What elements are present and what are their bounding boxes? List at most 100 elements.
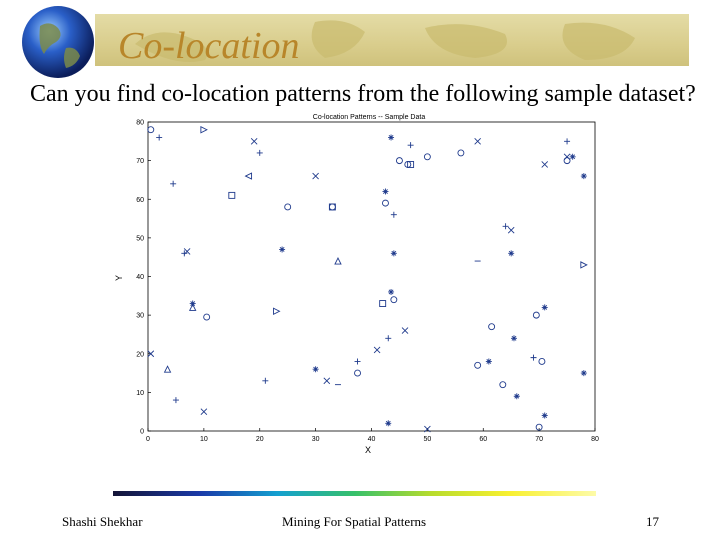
point-plus: [172, 397, 179, 404]
point-star: [385, 420, 392, 427]
point-cross: [200, 408, 208, 416]
point-circle: [395, 157, 403, 165]
x-tick-label: 70: [535, 436, 543, 443]
point-star: [580, 370, 587, 377]
x-tick-label: 0: [146, 436, 150, 443]
point-square: [228, 191, 236, 199]
point-plus: [170, 180, 177, 187]
x-tick-label: 50: [423, 436, 431, 443]
point-triangle-right: [200, 125, 208, 134]
world-map-strip: [95, 14, 689, 66]
point-cross: [563, 153, 571, 161]
point-circle: [563, 157, 571, 165]
point-cross: [424, 425, 431, 433]
point-star: [390, 250, 397, 257]
point-triangle-left: [244, 172, 253, 180]
y-tick-label: 60: [136, 197, 144, 204]
point-cross: [373, 346, 381, 354]
point-plus: [354, 358, 361, 365]
x-tick-label: 80: [591, 436, 599, 443]
point-triangle-up: [163, 365, 172, 373]
point-circle: [499, 381, 507, 389]
point-cross: [250, 137, 258, 145]
point-cross: [401, 327, 409, 334]
x-axis-label: X: [365, 445, 371, 455]
chart-title: Co-location Patterns -- Sample Data: [313, 114, 426, 121]
point-star: [388, 288, 395, 295]
point-circle: [147, 126, 155, 134]
globe-icon: [22, 6, 94, 78]
y-tick-label: 20: [136, 351, 144, 358]
y-axis-label: Y: [114, 275, 124, 281]
point-star: [513, 393, 520, 400]
point-circle: [535, 423, 543, 431]
point-triangle-up: [188, 303, 197, 311]
point-plus: [385, 335, 392, 342]
point-circle: [457, 149, 465, 157]
chart-axes: [147, 121, 596, 432]
point-star: [510, 335, 517, 342]
point-plus: [502, 223, 509, 230]
x-tick-label: 10: [200, 436, 208, 443]
point-cross: [323, 377, 331, 385]
footer-course-title: Mining For Spatial Patterns: [282, 514, 427, 529]
point-plus: [564, 138, 571, 145]
point-circle: [538, 358, 546, 365]
point-circle: [328, 203, 336, 211]
point-star: [279, 246, 286, 253]
point-square: [328, 203, 336, 211]
x-tick-label: 60: [479, 436, 487, 443]
plot-frame: [147, 121, 596, 432]
point-plus: [181, 250, 188, 257]
point-star: [541, 412, 548, 419]
map-texture: [135, 20, 635, 62]
point-plus: [262, 377, 269, 384]
point-circle: [423, 153, 431, 161]
slide-title: Co-location: [118, 25, 300, 67]
point-plus: [256, 149, 263, 156]
y-tick-label: 10: [136, 390, 144, 397]
point-cross: [312, 172, 319, 180]
y-tick-label: 30: [136, 313, 144, 320]
point-star: [382, 188, 389, 195]
point-star: [508, 250, 515, 257]
title-banner: Co-location: [0, 0, 720, 80]
point-triangle-up: [334, 257, 342, 265]
point-star: [388, 134, 395, 141]
footer-page-number: 17: [646, 514, 659, 529]
point-plus: [390, 211, 397, 218]
point-square: [379, 300, 387, 307]
point-cross: [474, 137, 481, 145]
scatter-chart: Co-location Patterns -- Sample Data 0 10 2…: [114, 114, 599, 455]
y-tick-label: 70: [136, 158, 144, 165]
point-circle: [390, 296, 398, 304]
point-star: [580, 173, 587, 180]
point-triangle-right: [273, 307, 281, 315]
x-tick-label: 40: [368, 436, 376, 443]
point-circle: [488, 323, 496, 331]
y-tick-label: 80: [136, 120, 144, 127]
question-text: Can you find co-location patterns from t…: [30, 81, 696, 107]
x-tick-label: 30: [312, 436, 320, 443]
point-star: [541, 304, 548, 311]
point-plus: [407, 142, 414, 149]
point-plus: [156, 134, 163, 141]
color-gradient-rule: [113, 491, 596, 496]
y-tick-label: 50: [136, 235, 144, 242]
point-triangle-right: [580, 261, 588, 269]
point-square: [407, 161, 415, 168]
y-tick-label: 0: [140, 429, 144, 436]
point-circle: [474, 361, 482, 369]
point-star: [485, 358, 492, 365]
point-circle: [284, 203, 292, 211]
footer-author: Shashi Shekhar: [62, 514, 143, 529]
point-cross: [541, 161, 549, 168]
point-star: [569, 153, 576, 160]
point-circle: [354, 369, 361, 377]
point-plus: [530, 354, 537, 361]
point-cross: [147, 350, 155, 358]
chart-points: [147, 125, 588, 433]
x-tick-label: 20: [256, 436, 264, 443]
point-star: [312, 366, 319, 373]
point-cross: [507, 226, 515, 234]
